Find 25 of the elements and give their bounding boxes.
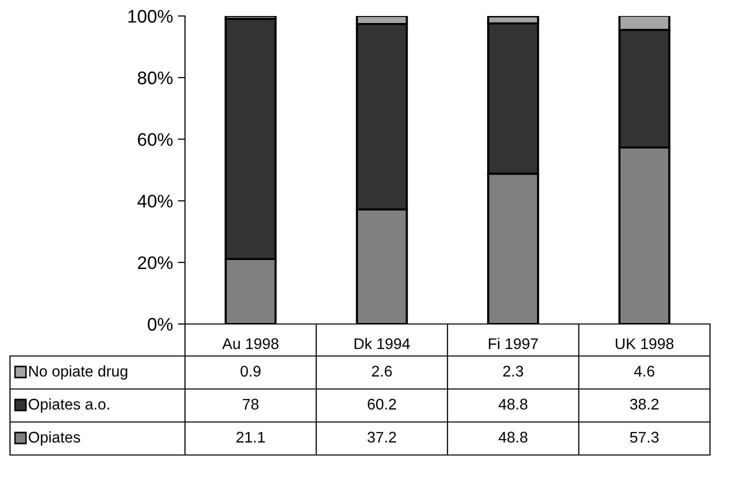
data-label: 48.8 (498, 432, 528, 443)
legend-label: Opiates a.o. (28, 398, 109, 413)
data-label: 2.3 (503, 366, 524, 377)
x-tick-label: Dk 1994 (354, 338, 410, 350)
x-tick-label: Au 1998 (222, 338, 278, 350)
data-label: 38.2 (630, 398, 658, 410)
y-tick-label: 20% (138, 256, 173, 270)
data-label: 37.2 (368, 432, 396, 443)
data-label: 60.2 (368, 398, 396, 410)
legend-label: Opiates (28, 431, 80, 446)
y-tick-label: 80% (138, 72, 173, 84)
data-label: 78 (242, 398, 258, 410)
y-tick-label: 60% (138, 133, 173, 146)
data-label: 21.1 (236, 432, 265, 442)
y-tick-label: 0% (148, 318, 173, 331)
legend-label: No opiate drug (29, 365, 128, 380)
x-tick-label: Fi 1997 (488, 338, 538, 350)
y-tick-label: 100% (128, 10, 173, 23)
data-label: 0.9 (240, 366, 261, 377)
data-label: 48.8 (498, 398, 528, 410)
data-label: 4.6 (634, 366, 654, 377)
y-tick-label: 40% (137, 194, 173, 208)
x-tick-label: UK 1998 (616, 338, 674, 350)
data-label: 2.6 (372, 366, 392, 377)
data-label: 57.3 (630, 432, 659, 443)
